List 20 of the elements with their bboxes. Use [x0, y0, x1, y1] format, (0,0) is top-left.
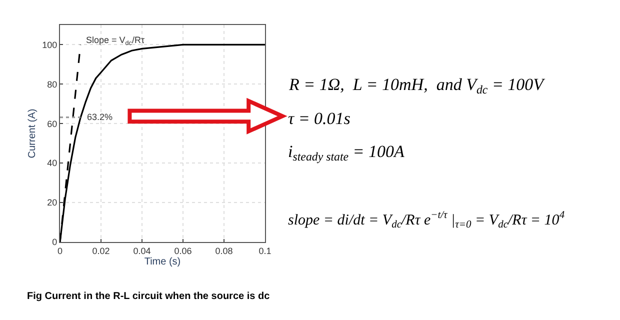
text: τ = 0.01s	[288, 109, 351, 128]
x-tick-label: 0.02	[92, 246, 110, 256]
y-axis-title: Current (A)	[27, 108, 38, 158]
text: slope = di/dt = V$_{dc}$/Rτ e$^{−t/τ}$ |$_{τ=0}$ = V$_{dc}$/Rτ = 10$^{4}$	[288, 210, 565, 230]
text: Fig Current in the R-L circuit when the source is dc	[27, 291, 270, 302]
y-tick-label: 0	[52, 237, 58, 248]
x-tick-label: 0.1	[258, 246, 272, 256]
y-tick-label: 80	[47, 79, 58, 90]
x-axis-title: Time (s)	[144, 256, 181, 268]
y-tick-label: 60	[47, 118, 58, 129]
y-tick-label: 100	[42, 40, 58, 50]
text: R = 1Ω, L = 10mH, and V$_{dc}$ = 100V	[288, 75, 546, 97]
x-tick-label: 0.04	[133, 246, 151, 256]
y-tick-label: 40	[47, 158, 58, 168]
x-tick-label: 0.08	[215, 246, 233, 256]
annotation: 63.2%	[87, 112, 113, 122]
text: i$_{steady state}$ = 100A	[288, 142, 406, 164]
y-tick-label: 20	[47, 198, 58, 208]
x-tick-label: 0.06	[174, 246, 192, 256]
annotation: Slope = V$_{dc}$/Rτ	[86, 35, 145, 47]
